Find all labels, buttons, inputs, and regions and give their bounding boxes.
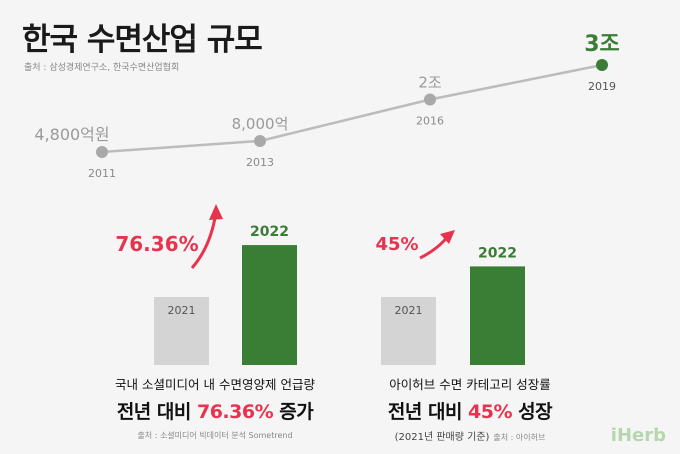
caption-right-line1: 아이허브 수면 카테고리 성장률 [389,377,551,392]
caption-left: 국내 소셜미디어 내 수면영양제 언급량 전년 대비 76.36% 증가 출처 … [90,374,340,441]
mentions-bar-2022 [242,245,297,365]
page-title: 한국 수면산업 규모 [22,22,263,58]
sales-bar-label-2021: 2021 [395,304,423,317]
caption-right-highlight: 45% [468,401,513,423]
caption-left-highlight: 76.36% [196,401,274,423]
market-value-2016: 2조 [418,74,442,92]
caption-right-note: (2021년 판매량 기준) 출처 : 아이허브 [350,428,590,443]
sales-growth-label: 45% [375,234,418,255]
caption-left-headline: 전년 대비 76.36% 증가 [90,397,340,424]
sales-bar-label-2022: 2022 [478,245,517,261]
sales-arrow-head [440,230,455,244]
caption-right-pre: 전년 대비 [387,401,469,423]
caption-right-source: 출처 : 아이허브 [493,433,546,442]
market-point-2019 [596,59,608,71]
sales-bar-2021 [381,297,436,365]
sales-bar-2022 [470,266,525,365]
year-label-2011: 2011 [88,167,116,180]
year-label-2019: 2019 [588,80,616,93]
market-point-2011 [96,146,108,158]
mentions-arrow-head [209,204,223,220]
caption-right-headline: 전년 대비 45% 성장 [350,397,590,424]
market-value-2019: 3조 [584,32,620,57]
iherb-logo: iHerb [610,425,666,446]
market-point-2016 [424,93,436,106]
market-size-line [101,63,603,154]
caption-left-pre: 전년 대비 [116,401,197,423]
year-label-2013: 2013 [246,156,274,169]
mentions-bar-label-2022: 2022 [250,224,289,240]
mentions-bar-2021 [154,297,209,365]
market-value-2013: 8,000억 [232,115,289,133]
caption-left-line1: 국내 소셜미디어 내 수면영양제 언급량 [115,377,315,392]
market-value-2011: 4,800억원 [34,125,109,144]
mentions-bar-label-2021: 2021 [168,304,196,317]
year-label-2016: 2016 [416,115,444,128]
caption-right-basis: (2021년 판매량 기준) [394,432,490,443]
caption-right-post: 성장 [512,401,553,423]
caption-left-post: 증가 [273,401,314,423]
mentions-growth-label: 76.36% [115,232,198,256]
caption-right: 아이허브 수면 카테고리 성장률 전년 대비 45% 성장 (2021년 판매량… [350,374,590,443]
market-point-2013 [254,134,266,147]
caption-left-source: 출처 : 소셜미디어 빅데이터 분석 Sometrend [137,431,293,440]
source-note-top: 출처 : 삼성경제연구소, 한국수면산업협회 [24,63,180,73]
sales-growth-arrow [419,235,450,260]
